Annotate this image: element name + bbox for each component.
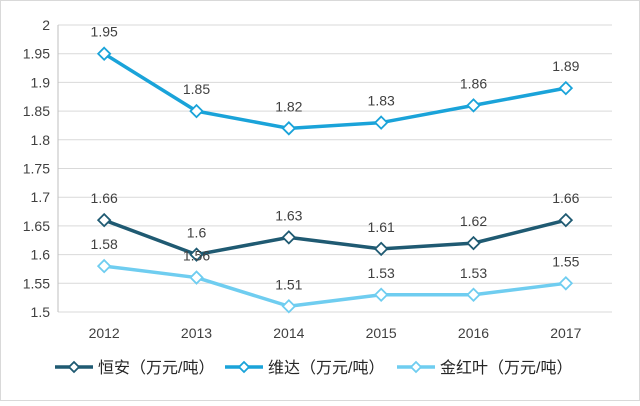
data-point — [189, 270, 204, 285]
y-tick-label: 1.6 — [31, 247, 51, 263]
data-point — [373, 287, 389, 303]
series — [96, 46, 574, 314]
y-tick-label: 1.85 — [23, 103, 50, 119]
series-line — [103, 264, 567, 309]
y-axis: 1.5 1.55 1.6 1.65 1.7 1.75 1.8 1.85 1.9 1.95 2 — [23, 17, 50, 320]
x-tick-label: 2017 — [550, 325, 581, 341]
legend-marker — [409, 360, 423, 374]
data-label: 1.51 — [275, 276, 302, 292]
y-tick-label: 1.55 — [23, 275, 50, 291]
data-label: 1.66 — [552, 190, 579, 206]
y-tick-label: 2 — [42, 17, 50, 33]
data-labels: 1.66 1.6 1.63 1.61 1.62 1.66 1.95 1.85 1.82 1.83 1… — [91, 24, 580, 293]
y-tick-label: 1.8 — [31, 132, 51, 148]
x-tick-label: 2014 — [273, 325, 304, 341]
data-point — [96, 212, 112, 228]
y-tick-label: 1.65 — [23, 218, 50, 234]
data-point — [189, 247, 204, 262]
data-point — [558, 212, 574, 228]
legend-marker — [237, 360, 251, 374]
legend-label: 恒安（万元/吨） — [98, 359, 214, 377]
data-label: 1.62 — [460, 213, 487, 229]
data-label: 1.89 — [552, 58, 579, 74]
x-tick-label: 2015 — [366, 325, 397, 341]
x-axis: 2012 2013 2014 2015 2016 2017 — [89, 325, 582, 341]
data-point — [466, 98, 481, 113]
data-label: 1.63 — [275, 207, 302, 223]
data-point — [281, 230, 297, 245]
data-point — [96, 46, 112, 61]
data-label: 1.85 — [183, 81, 210, 97]
y-tick-label: 1.7 — [31, 189, 51, 205]
x-tick-label: 2016 — [458, 325, 489, 341]
data-point — [96, 258, 112, 274]
legend-marker — [67, 360, 81, 374]
data-label: 1.66 — [91, 190, 118, 206]
data-point — [373, 115, 389, 130]
data-label: 1.55 — [552, 253, 579, 269]
data-label: 1.61 — [368, 219, 395, 235]
y-tick-label: 1.9 — [31, 74, 51, 90]
data-label: 1.6 — [187, 225, 207, 241]
data-point — [189, 103, 204, 119]
data-label: 1.83 — [368, 93, 395, 109]
data-label: 1.95 — [91, 24, 118, 40]
data-point — [466, 287, 481, 303]
data-label: 1.58 — [91, 236, 118, 252]
legend-label: 维达（万元/吨） — [268, 359, 384, 377]
data-label: 1.86 — [460, 75, 487, 91]
x-tick-label: 2012 — [89, 325, 120, 341]
data-label: 1.82 — [275, 98, 302, 114]
data-point — [558, 276, 574, 291]
data-point — [558, 80, 574, 96]
y-tick-label: 1.5 — [31, 304, 51, 320]
data-label: 1.56 — [183, 248, 210, 264]
data-point — [281, 298, 297, 314]
data-point — [466, 235, 481, 251]
series-line — [103, 52, 567, 131]
y-tick-label: 1.95 — [23, 46, 50, 62]
data-point — [373, 241, 389, 257]
legend-label: 金红叶（万元/吨） — [440, 359, 572, 377]
x-tick-label: 2013 — [181, 325, 212, 341]
series-line — [103, 218, 567, 257]
data-point — [281, 121, 297, 136]
data-label: 1.53 — [368, 265, 395, 281]
legend: 恒安（万元/吨） 维达（万元/吨） 金红叶（万元/吨） — [55, 359, 572, 377]
data-label: 1.53 — [460, 265, 487, 281]
y-tick-label: 1.75 — [23, 161, 50, 177]
